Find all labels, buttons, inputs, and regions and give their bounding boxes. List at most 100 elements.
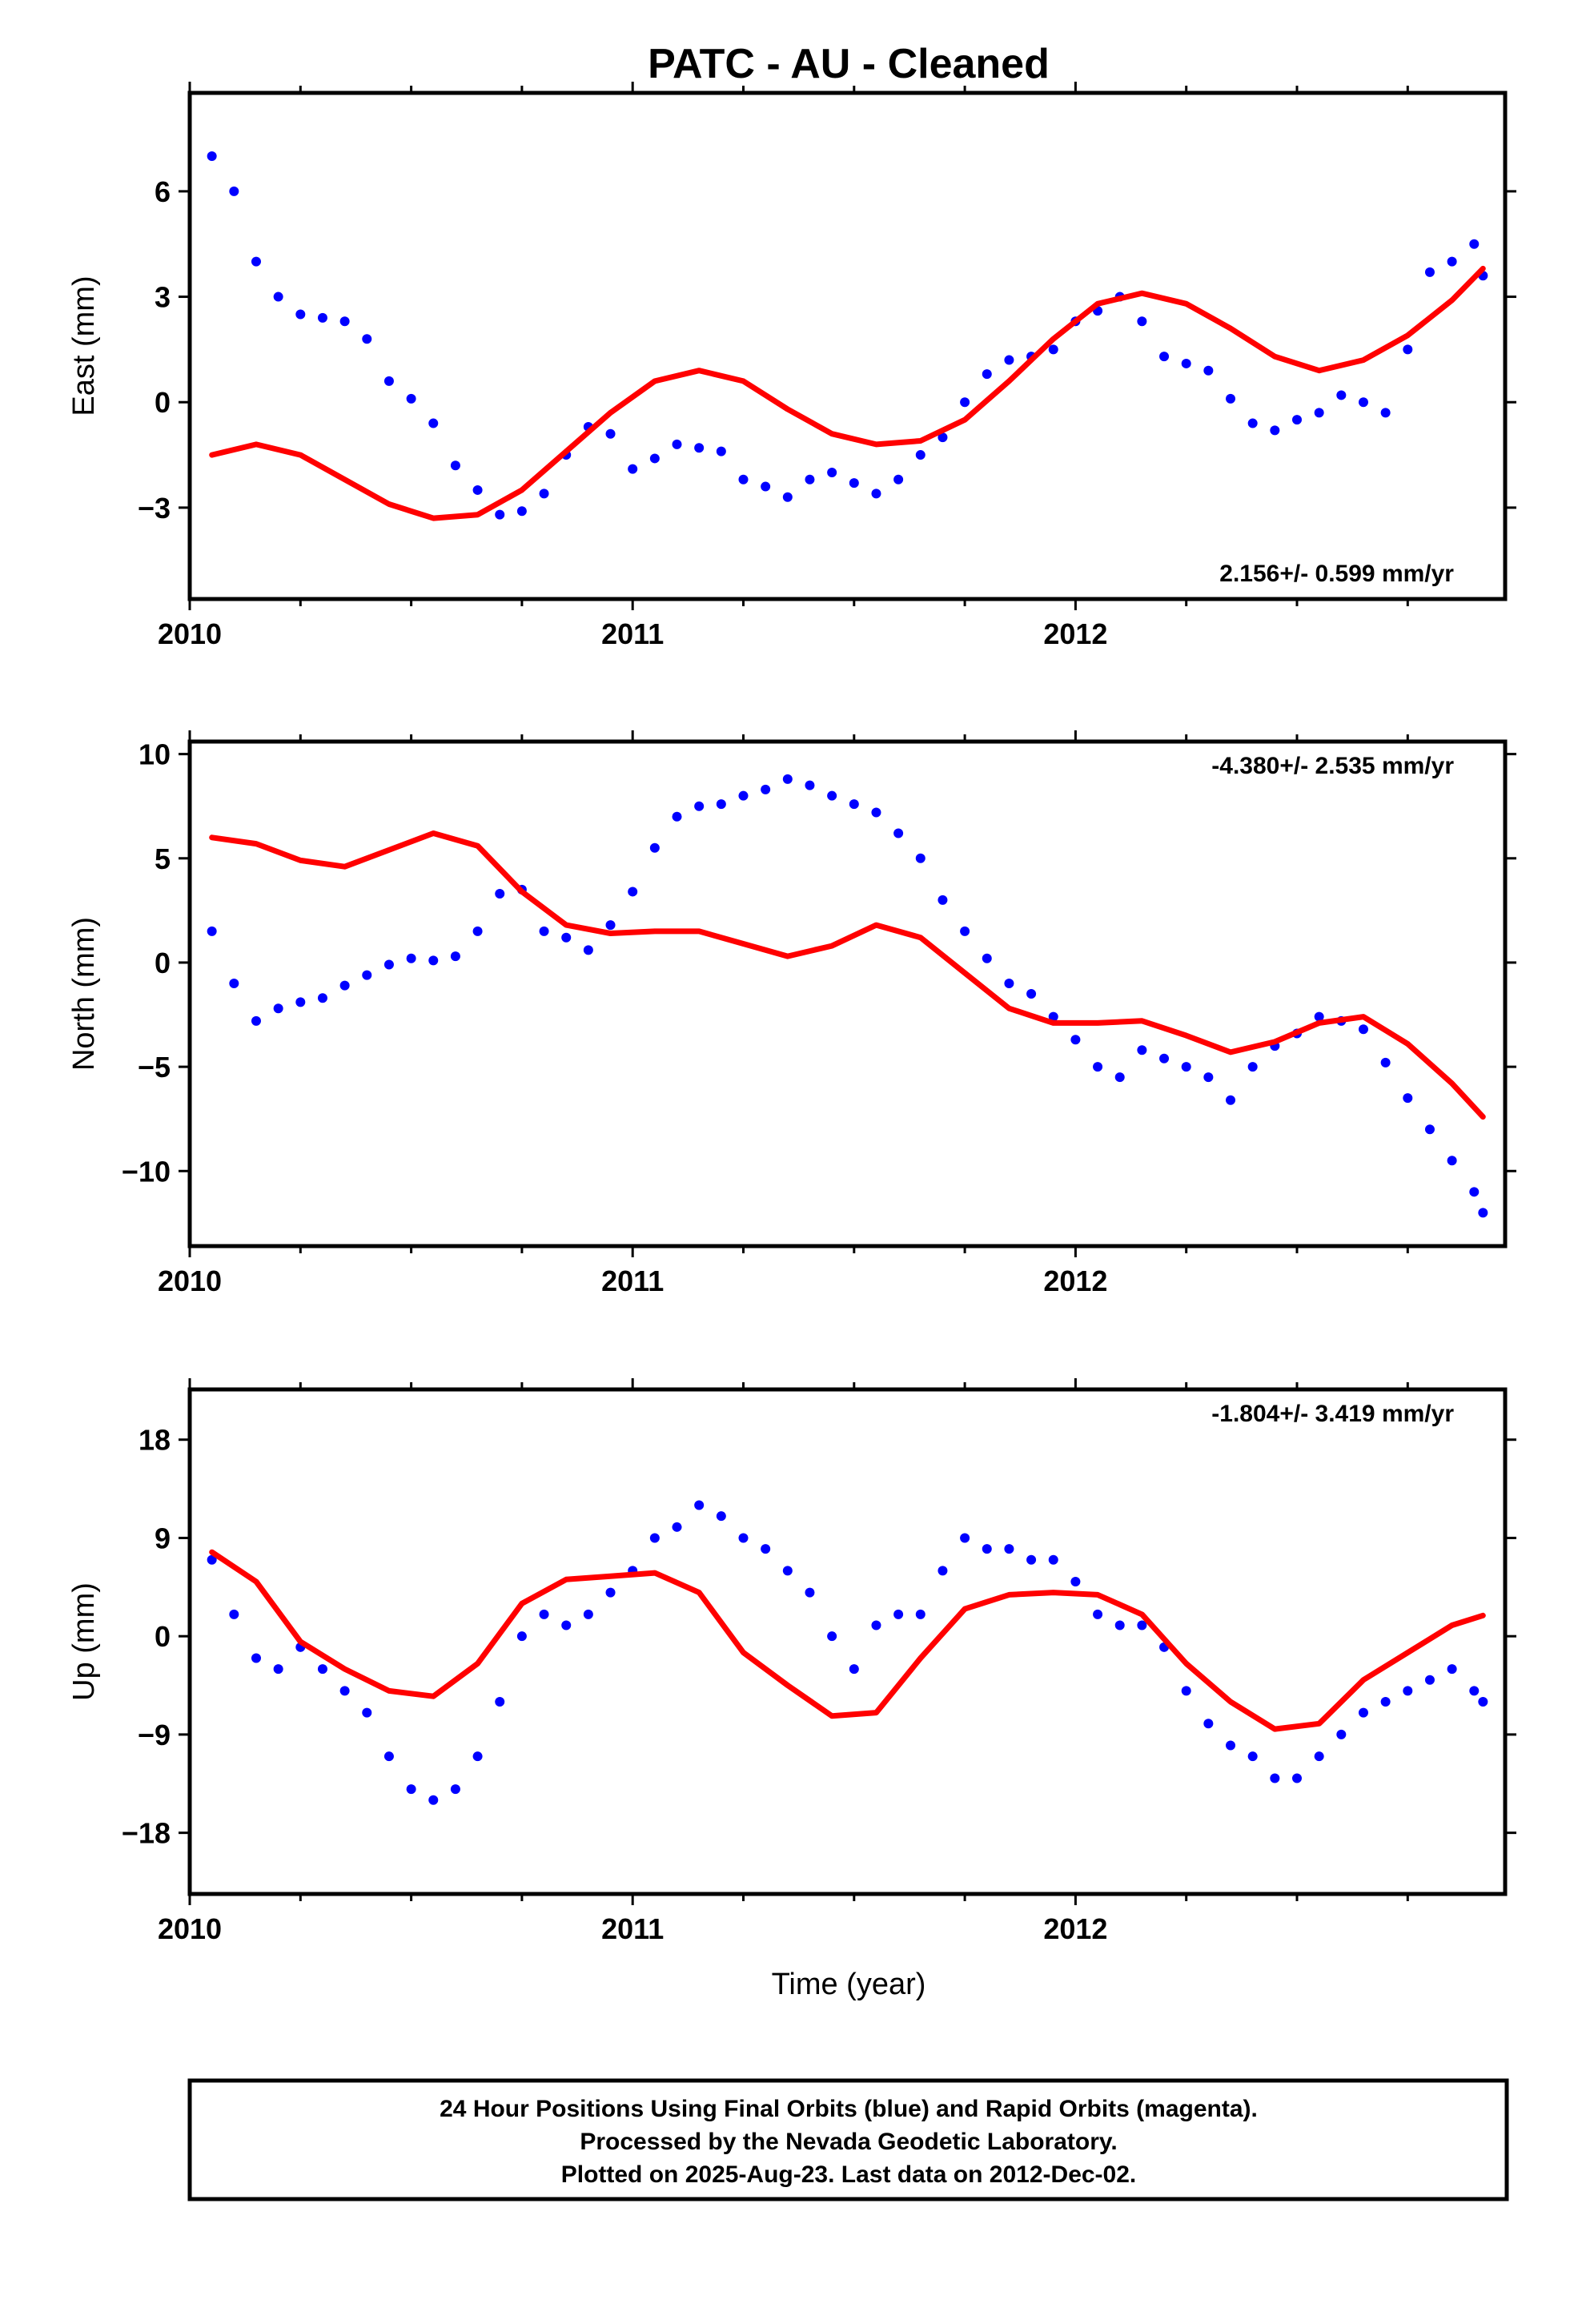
east-data-point — [738, 474, 749, 485]
y-tick-label: 9 — [155, 1522, 171, 1554]
north-data-point — [1358, 1024, 1368, 1035]
north-data-point — [295, 997, 306, 1007]
chart-title: PATC - AU - Cleaned — [648, 41, 1050, 87]
east-data-point — [539, 489, 549, 499]
east-data-point — [516, 506, 527, 517]
up-data-point — [982, 1544, 992, 1554]
north-data-point — [938, 895, 948, 905]
east-data-point — [649, 453, 660, 464]
north-data-point — [782, 774, 793, 784]
x-tick-label: 2012 — [1043, 1912, 1107, 1945]
east-data-point — [1314, 408, 1324, 418]
east-data-point — [1358, 397, 1368, 408]
north-data-point — [251, 1015, 261, 1026]
north-data-point — [1247, 1062, 1258, 1072]
x-axis-label: Time (year) — [772, 1968, 926, 2001]
up-data-point — [1447, 1664, 1457, 1675]
north-data-point — [738, 790, 749, 801]
up-data-point — [1070, 1577, 1081, 1586]
east-data-point — [1380, 408, 1391, 418]
north-data-point — [207, 926, 217, 936]
north-data-point — [1447, 1156, 1457, 1166]
east-data-point — [229, 186, 239, 196]
east-data-point — [362, 334, 372, 344]
up-data-point — [1469, 1686, 1480, 1696]
up-data-point — [273, 1664, 283, 1675]
north-data-point — [561, 932, 572, 943]
up-data-point — [960, 1533, 970, 1543]
x-tick-label: 2011 — [601, 617, 664, 650]
north-model-curve — [209, 830, 1486, 1120]
up-data-point — [672, 1522, 682, 1532]
east-rate-annotation: 2.156+/- 0.599 mm/yr — [1219, 561, 1454, 587]
up-data-point — [1336, 1729, 1347, 1739]
east-data-point — [716, 446, 726, 456]
north-data-point — [1380, 1057, 1391, 1068]
north-data-point — [649, 842, 660, 853]
up-data-point — [782, 1566, 793, 1576]
north-data-point — [472, 926, 483, 936]
north-data-point — [339, 980, 350, 991]
east-panel: 2010 2011 2012 −3 0 3 6 East (mm) 2.156+/- 0.599… — [67, 82, 1516, 650]
up-panel: 2010 2011 2012 −18 −9 0 9 18 Up (mm) -1.804+/- 3.… — [67, 1378, 1516, 1945]
north-data-point — [761, 784, 771, 794]
east-data-point — [339, 316, 350, 327]
east-data-point — [893, 474, 904, 485]
y-tick-label: 0 — [155, 947, 171, 979]
north-data-point — [871, 807, 881, 818]
north-data-point — [1403, 1093, 1413, 1104]
up-data-point — [1380, 1697, 1391, 1707]
up-data-point — [207, 1554, 217, 1565]
north-data-point — [1469, 1187, 1480, 1197]
up-data-point — [583, 1609, 593, 1619]
up-data-point — [1114, 1620, 1125, 1630]
east-data-point — [782, 492, 793, 502]
east-data-point — [849, 478, 859, 489]
east-data-point — [1181, 358, 1191, 368]
north-panel: 2010 2011 2012 −10 −5 0 5 10 North (mm) -4.380+/-… — [67, 730, 1516, 1297]
up-data-point — [516, 1631, 527, 1642]
north-data-point — [1159, 1053, 1170, 1063]
east-data-point — [694, 443, 705, 453]
east-data-point — [761, 481, 771, 492]
east-data-point — [1203, 365, 1214, 376]
east-data-point — [295, 309, 306, 320]
east-model-curve — [209, 265, 1486, 521]
east-data-point — [406, 393, 416, 404]
east-data-point — [1403, 344, 1413, 355]
north-data-point — [1478, 1208, 1488, 1218]
north-data-point — [628, 887, 638, 897]
east-data-point — [827, 468, 837, 477]
y-tick-label: −18 — [122, 1817, 171, 1850]
up-data-point — [915, 1609, 926, 1619]
east-axis-label: East (mm) — [67, 275, 101, 416]
up-data-point — [1004, 1544, 1014, 1554]
east-data-point — [1048, 344, 1058, 355]
east-data-point — [472, 485, 483, 495]
east-data-point — [672, 439, 682, 449]
x-tick-label: 2012 — [1043, 617, 1107, 650]
north-rate-annotation: -4.380+/- 2.535 mm/yr — [1211, 753, 1454, 779]
x-tick-label: 2010 — [158, 617, 222, 650]
y-tick-label: 0 — [155, 386, 171, 419]
north-data-point — [539, 926, 549, 936]
north-data-point — [1203, 1072, 1214, 1083]
up-data-point — [827, 1631, 837, 1642]
up-data-point — [317, 1664, 327, 1675]
up-data-point — [229, 1609, 239, 1619]
up-data-point — [1358, 1707, 1368, 1718]
east-data-point — [450, 460, 460, 471]
east-data-point — [1270, 425, 1280, 436]
y-tick-label: 18 — [139, 1424, 171, 1457]
up-data-point — [383, 1751, 394, 1762]
up-data-point — [716, 1511, 726, 1522]
up-data-point — [362, 1707, 372, 1718]
north-data-point — [1226, 1095, 1236, 1105]
east-data-point — [383, 376, 394, 386]
north-plot-frame — [187, 739, 1508, 1248]
east-data-point — [915, 450, 926, 460]
up-data-point — [539, 1609, 549, 1619]
up-data-point — [251, 1653, 261, 1663]
y-tick-label: 3 — [155, 281, 171, 314]
